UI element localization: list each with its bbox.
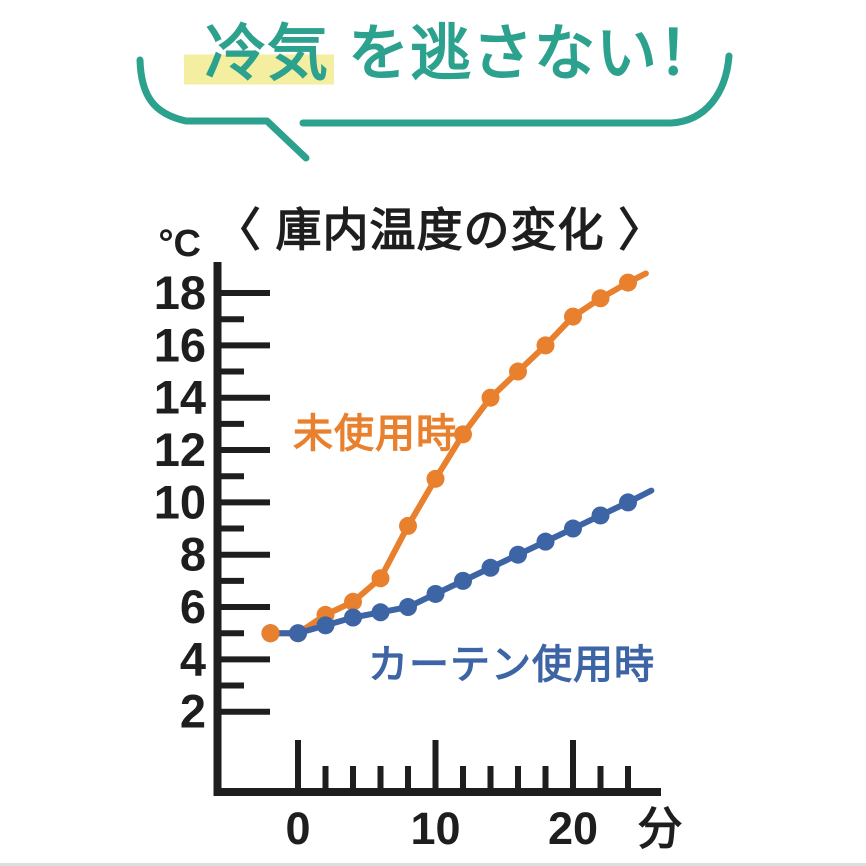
data-point (426, 584, 445, 603)
data-point (289, 624, 307, 643)
headline: 冷気 を逃さない！ (184, 18, 720, 88)
y-tick-label: 2 (180, 685, 206, 738)
y-tick-label: 8 (180, 528, 206, 581)
x-tick-label: 10 (410, 803, 460, 854)
data-point (564, 307, 582, 326)
series-label-unused: 未使用時 (293, 412, 457, 456)
chart-title: 〈 庫内温度の変化 〉 (214, 204, 666, 256)
data-point (564, 519, 582, 538)
y-tick-label: 10 (154, 475, 206, 528)
headline-rest-text: を逃さない！ (348, 19, 721, 87)
y-tick-label: 12 (154, 423, 206, 476)
data-point (509, 545, 527, 564)
data-point (619, 273, 637, 292)
data-point (509, 362, 527, 381)
y-tick-label: 16 (154, 318, 206, 371)
data-point (536, 336, 555, 355)
data-point (344, 608, 362, 627)
data-point (536, 532, 555, 551)
x-tick-label: 0 (285, 803, 310, 854)
data-point (371, 569, 390, 588)
y-tick-label: 14 (154, 371, 206, 424)
series-label-curtain: カーテン使用時 (368, 643, 655, 687)
data-point (399, 516, 417, 535)
data-point (261, 624, 280, 643)
data-point (454, 571, 472, 590)
data-point (371, 603, 390, 622)
speech-bubble-right (299, 52, 733, 127)
data-point (316, 616, 335, 635)
data-point (591, 289, 610, 308)
data-point (481, 558, 500, 577)
y-tick-label: 18 (154, 266, 206, 319)
x-tick-label: 20 (548, 803, 598, 854)
speech-bubble-left-tail (136, 56, 310, 162)
image-bottom-edge (0, 863, 866, 866)
data-point (454, 425, 472, 444)
data-point (619, 493, 637, 512)
y-axis-unit-label: °C (158, 223, 201, 265)
data-point (426, 469, 445, 488)
x-axis-unit-label: 分 (637, 803, 682, 854)
data-point (399, 598, 417, 617)
y-tick-label: 6 (180, 580, 206, 633)
data-point (344, 592, 362, 611)
y-tick-label: 4 (180, 632, 206, 685)
data-point (481, 388, 500, 407)
headline-highlighted-word: 冷気 (184, 19, 335, 87)
data-point (591, 506, 610, 525)
